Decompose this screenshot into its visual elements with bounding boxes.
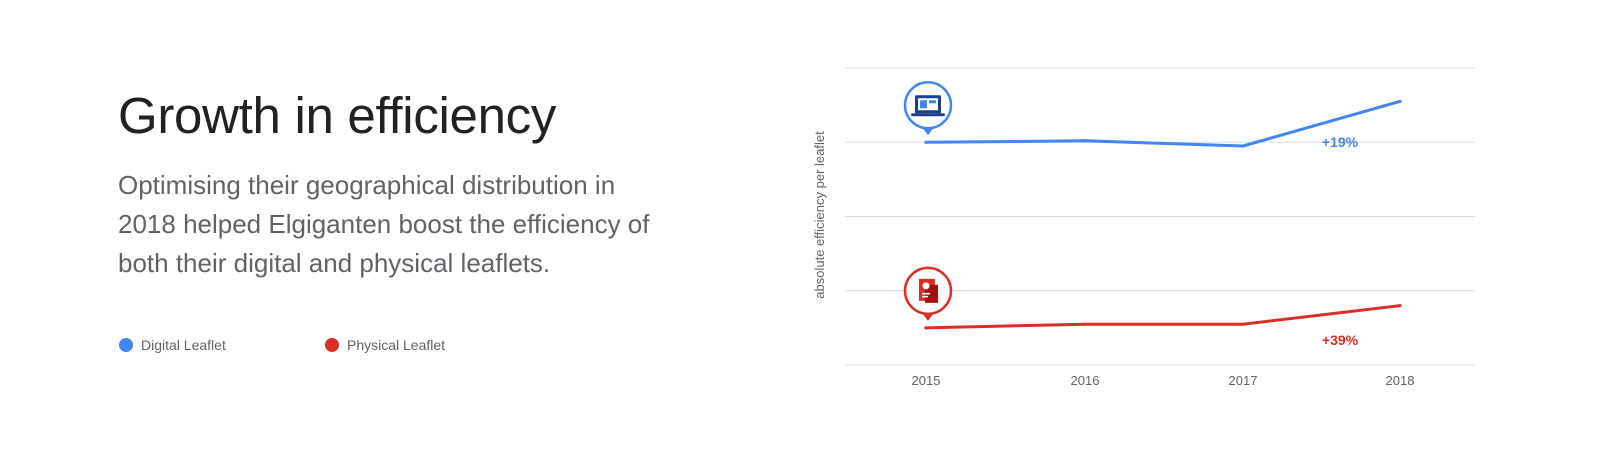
legend-label-digital: Digital Leaflet bbox=[141, 337, 226, 353]
data-point-physical bbox=[1083, 322, 1087, 326]
data-point-physical bbox=[1398, 304, 1402, 308]
data-point-physical bbox=[924, 326, 928, 330]
intro-panel: Growth in efficiency Optimising their ge… bbox=[118, 86, 678, 283]
data-point-digital bbox=[1398, 99, 1402, 104]
x-axis-ticks: 2015 2016 2017 2018 bbox=[912, 373, 1415, 388]
data-point-physical bbox=[1241, 322, 1245, 326]
x-tick-label: 2015 bbox=[912, 373, 941, 388]
x-tick-label: 2017 bbox=[1229, 373, 1258, 388]
x-tick-label: 2016 bbox=[1071, 373, 1100, 388]
chart-legend: Digital Leaflet Physical Leaflet bbox=[119, 335, 539, 355]
series-line-digital bbox=[924, 99, 1402, 148]
legend-item-digital: Digital Leaflet bbox=[119, 335, 226, 355]
data-point-digital bbox=[924, 140, 928, 144]
legend-dot-physical bbox=[325, 338, 339, 352]
laptop-icon bbox=[903, 81, 953, 136]
series-line-physical bbox=[924, 304, 1402, 330]
growth-annotation-digital: +19% bbox=[1322, 134, 1359, 150]
leaflet-document-icon bbox=[903, 266, 953, 321]
legend-item-physical: Physical Leaflet bbox=[325, 335, 445, 355]
legend-label-physical: Physical Leaflet bbox=[347, 337, 446, 353]
chart-icons bbox=[903, 81, 953, 321]
legend-dot-digital bbox=[119, 338, 133, 352]
page-subtitle: Optimising their geographical distributi… bbox=[118, 170, 650, 278]
chart-annotations: +19% +39% bbox=[1322, 134, 1359, 348]
y-axis-label: absolute efficiency per leaflet bbox=[812, 131, 827, 299]
growth-annotation-physical: +39% bbox=[1322, 332, 1359, 348]
chart-series bbox=[924, 99, 1402, 330]
x-tick-label: 2018 bbox=[1386, 373, 1415, 388]
page-title: Growth in efficiency bbox=[118, 87, 557, 144]
data-point-digital bbox=[1241, 144, 1245, 148]
data-point-digital bbox=[1083, 139, 1087, 143]
